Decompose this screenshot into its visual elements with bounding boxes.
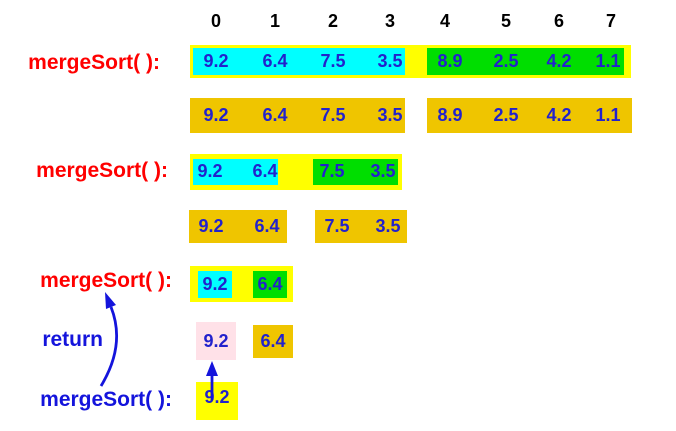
- level2-left-half-block: [193, 159, 278, 185]
- cell-value: 4.2: [546, 105, 572, 125]
- cell-value: 6.4: [257, 274, 283, 294]
- return-label: return: [42, 328, 103, 351]
- pending-element-block: [253, 325, 293, 358]
- cell-value: 6.4: [262, 51, 288, 71]
- cell-value: 7.5: [320, 51, 346, 71]
- cell-value: 6.4: [262, 105, 288, 125]
- level3-left-half-block: [198, 271, 232, 298]
- cell-value: 1.1: [595, 105, 621, 125]
- level3-call-label: mergeSort( ):: [40, 269, 172, 292]
- cell-value: 9.2: [203, 331, 229, 351]
- cell-value: 1.1: [595, 51, 621, 71]
- cell-value: 2.5: [493, 105, 519, 125]
- cell-value: 3.5: [375, 216, 401, 236]
- column-header-4: 4: [439, 11, 451, 31]
- cell-value: 9.2: [203, 105, 229, 125]
- level1-left-array-block: [190, 98, 405, 133]
- column-header-1: 1: [269, 11, 281, 31]
- level4-call-label: mergeSort( ):: [40, 388, 172, 411]
- level2-right-half-block: [313, 159, 398, 185]
- level1-right-array-block: [427, 98, 632, 133]
- column-header-5: 5: [500, 11, 512, 31]
- column-header-7: 7: [605, 11, 617, 31]
- cell-value: 8.9: [437, 105, 463, 125]
- cell-value: 4.2: [546, 51, 572, 71]
- level1-call-label: mergeSort( ):: [28, 51, 160, 74]
- level2-call-label: mergeSort( ):: [36, 159, 168, 182]
- level1-left-half-block: [193, 48, 405, 75]
- cell-value: 6.4: [252, 161, 278, 181]
- cell-value: 2.5: [493, 51, 519, 71]
- column-header-6: 6: [553, 11, 565, 31]
- cell-value: 7.5: [324, 216, 350, 236]
- cell-value: 6.4: [260, 331, 286, 351]
- cell-value: 9.2: [198, 216, 224, 236]
- cell-value: 6.4: [254, 216, 280, 236]
- cell-value: 3.5: [370, 161, 396, 181]
- cell-value: 9.2: [197, 161, 223, 181]
- column-header-3: 3: [384, 11, 396, 31]
- level4-call-band: [196, 382, 238, 420]
- cell-value: 8.9: [437, 51, 463, 71]
- level3-right-half-block: [253, 271, 287, 298]
- cell-value: 3.5: [377, 105, 403, 125]
- cell-value: 9.2: [204, 387, 230, 407]
- cell-value: 7.5: [319, 161, 345, 181]
- cell-value: 9.2: [203, 51, 229, 71]
- level1-right-half-block: [427, 48, 624, 75]
- returned-element-block: [196, 322, 236, 360]
- cell-value: 9.2: [202, 274, 228, 294]
- level2-left-array-block: [189, 210, 287, 243]
- cell-value: 7.5: [320, 105, 346, 125]
- level2-right-array-block: [315, 210, 407, 243]
- return-curved-arrow: [99, 292, 118, 387]
- column-header-2: 2: [327, 11, 339, 31]
- cell-value: 3.5: [377, 51, 403, 71]
- column-header-0: 0: [210, 11, 222, 31]
